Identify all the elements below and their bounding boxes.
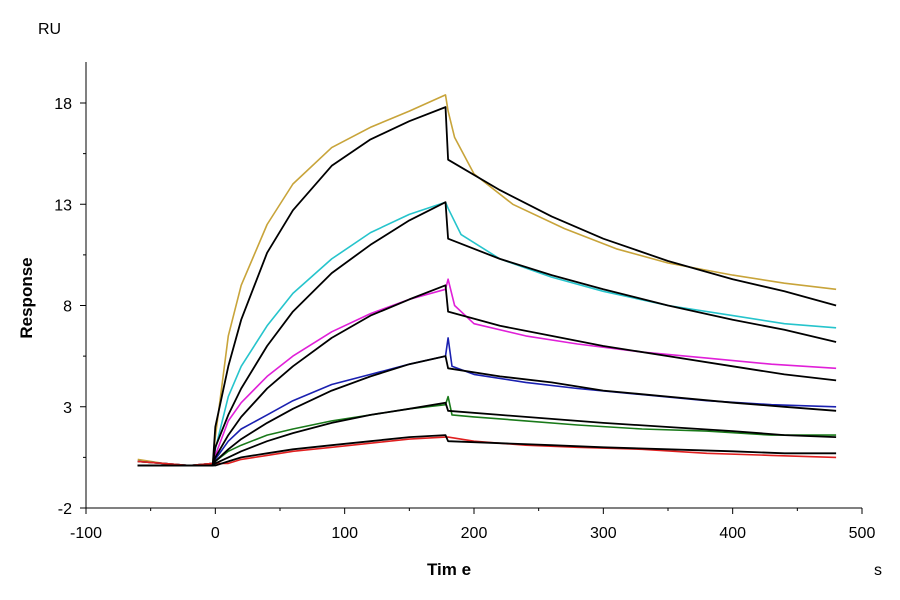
fit-curve (137, 201, 837, 467)
y-tick-label: -2 (58, 501, 72, 518)
x-unit-label: s (874, 562, 882, 579)
x-tick-label: -100 (70, 525, 102, 542)
measured-curve (137, 94, 837, 467)
y-tick-label: 18 (54, 96, 72, 113)
x-tick-label: 300 (590, 525, 617, 542)
fit-curve (137, 284, 837, 467)
series-layer (137, 94, 837, 467)
x-tick-label: 500 (849, 525, 876, 542)
tick-layer: -100 0 100 200 300 400 500 -2 3 8 13 18 (54, 96, 875, 542)
x-axis-title: Tim e (427, 560, 471, 579)
measured-curve (137, 201, 837, 467)
x-tick-label: 200 (461, 525, 488, 542)
fit-curve (137, 401, 837, 467)
fit-curve (137, 355, 837, 467)
x-tick-label: 400 (719, 525, 746, 542)
y-unit-label: RU (38, 21, 61, 38)
y-tick-label: 3 (63, 400, 72, 417)
y-tick-label: 13 (54, 197, 72, 214)
y-tick-label: 8 (63, 299, 72, 316)
fit-curve (137, 434, 837, 467)
x-tick-label: 0 (211, 525, 220, 542)
y-axis-title: Response (17, 257, 36, 338)
x-tick-label: 100 (331, 525, 358, 542)
fit-curve (137, 106, 837, 467)
